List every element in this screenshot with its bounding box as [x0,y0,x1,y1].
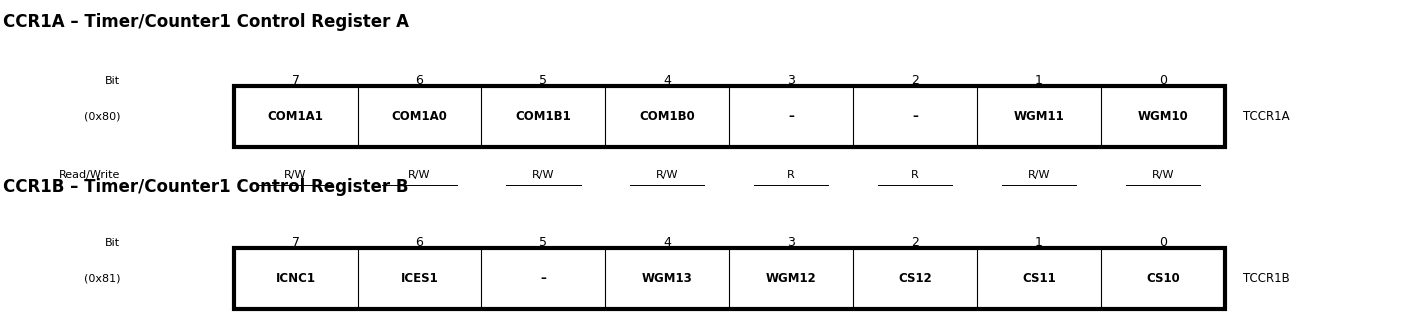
Text: Read/Write: Read/Write [59,170,120,180]
Text: 0: 0 [1158,74,1167,87]
Text: WGM10: WGM10 [1137,110,1188,123]
Text: CCR1B – Timer/Counter1 Control Register B: CCR1B – Timer/Counter1 Control Register … [3,178,408,196]
Text: 5: 5 [539,74,548,87]
Text: TCCR1A: TCCR1A [1243,110,1290,123]
Text: –: – [912,110,918,123]
Text: TCCR1B: TCCR1B [1243,272,1290,284]
Text: 4: 4 [663,236,671,249]
Text: 7: 7 [292,74,300,87]
Text: COM1B1: COM1B1 [515,110,571,123]
Text: 3: 3 [787,236,796,249]
Text: COM1A0: COM1A0 [392,110,447,123]
Text: ICES1: ICES1 [401,272,439,284]
Text: –: – [541,272,547,284]
Text: 6: 6 [415,236,423,249]
Text: WGM12: WGM12 [766,272,817,284]
Text: R/W: R/W [656,170,678,180]
Text: R/W: R/W [1151,170,1174,180]
Text: 5: 5 [539,236,548,249]
Text: 2: 2 [910,236,919,249]
Text: 4: 4 [663,74,671,87]
Text: (0x80): (0x80) [84,111,120,121]
Text: COM1A1: COM1A1 [268,110,323,123]
Text: CS12: CS12 [898,272,932,284]
Text: R/W: R/W [1028,170,1051,180]
Text: 0: 0 [1158,236,1167,249]
Text: WGM13: WGM13 [641,272,692,284]
Text: CCR1A – Timer/Counter1 Control Register A: CCR1A – Timer/Counter1 Control Register … [3,13,409,31]
Text: R/W: R/W [408,170,430,180]
Text: 6: 6 [415,74,423,87]
Text: R/W: R/W [532,170,555,180]
Text: 1: 1 [1035,74,1044,87]
Text: R: R [787,170,794,180]
Text: COM1B0: COM1B0 [640,110,695,123]
Bar [234,248,1225,309]
Text: WGM11: WGM11 [1014,110,1065,123]
Text: (0x81): (0x81) [84,273,120,283]
Text: ICNC1: ICNC1 [276,272,316,284]
Text: 7: 7 [292,236,300,249]
Text: CS11: CS11 [1022,272,1056,284]
Text: Bit: Bit [105,76,120,86]
Text: R: R [912,170,919,180]
Text: –: – [789,110,794,123]
Text: Bit: Bit [105,238,120,248]
Text: 1: 1 [1035,236,1044,249]
Text: 3: 3 [787,74,796,87]
Text: R/W: R/W [285,170,307,180]
Text: CS10: CS10 [1146,272,1180,284]
Bar [234,86,1225,147]
Text: 2: 2 [910,74,919,87]
